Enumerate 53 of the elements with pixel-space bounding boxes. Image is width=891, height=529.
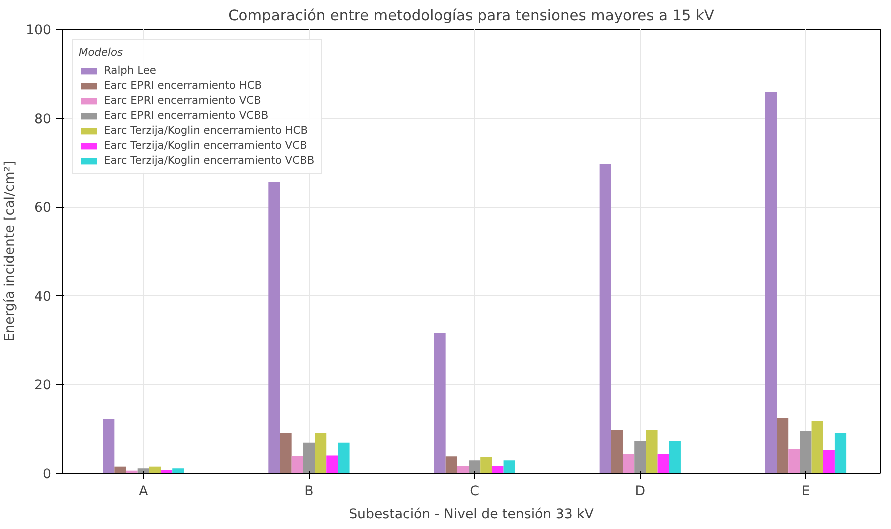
- bar: [469, 460, 481, 474]
- bar: [669, 441, 681, 474]
- bar: [623, 454, 635, 474]
- bar: [777, 418, 789, 474]
- bar: [800, 431, 812, 474]
- bar: [611, 430, 624, 474]
- bar: [600, 164, 612, 474]
- bar: [788, 449, 800, 474]
- bar: [315, 434, 327, 474]
- y-tick-label: 40: [34, 290, 52, 305]
- bar: [446, 456, 458, 474]
- bar: [338, 442, 350, 474]
- bar: [434, 333, 446, 474]
- bar: [103, 419, 115, 474]
- x-tick-label: D: [635, 484, 646, 500]
- legend-label: Earc Terzija/Koglin encerramiento VCBB: [104, 154, 315, 167]
- y-tick-label: 100: [26, 24, 52, 38]
- x-tick-label: B: [304, 484, 314, 500]
- y-tick-label: 80: [34, 112, 52, 128]
- bar: [492, 466, 504, 474]
- x-tick-label: A: [139, 484, 148, 500]
- bar: [765, 92, 778, 474]
- bar: [646, 430, 658, 474]
- bar: [114, 466, 126, 474]
- bar: [326, 456, 338, 474]
- bar: [823, 450, 835, 474]
- bar: [658, 454, 670, 474]
- y-tick-label: 0: [43, 468, 52, 482]
- bar: [834, 434, 847, 474]
- bar: [504, 460, 516, 474]
- y-tick-label: 20: [34, 378, 52, 394]
- legend-label: Earc EPRI encerramiento VCB: [104, 94, 262, 107]
- x-axis-title: Subestación - Nivel de tensión 33 kV: [349, 508, 594, 522]
- legend-label: Earc EPRI encerramiento VCBB: [104, 109, 269, 122]
- bar: [280, 434, 292, 474]
- bar: [268, 182, 280, 474]
- y-axis-title: Energía incidente [cal/cm²]: [3, 161, 18, 342]
- legend-label: Ralph Lee: [104, 64, 156, 77]
- x-tick-label: C: [470, 484, 480, 500]
- legend-label: Earc Terzija/Koglin encerramiento VCB: [104, 139, 308, 152]
- bar: [812, 421, 824, 474]
- chart-title: Comparación entre metodologías para tensiones mayores a 15 kV: [228, 8, 714, 24]
- legend-label: Earc EPRI encerramiento HCB: [104, 79, 262, 92]
- bar: [303, 442, 316, 474]
- bar: [292, 456, 304, 474]
- bar: [480, 457, 492, 474]
- legend-title: Modelos: [79, 46, 124, 59]
- bar: [172, 468, 184, 474]
- legend-label: Earc Terzija/Koglin encerramiento HCB: [104, 124, 308, 137]
- bar: [634, 441, 646, 474]
- x-tick-label: E: [802, 484, 810, 500]
- bar: [457, 466, 470, 474]
- y-tick-label: 60: [34, 201, 52, 216]
